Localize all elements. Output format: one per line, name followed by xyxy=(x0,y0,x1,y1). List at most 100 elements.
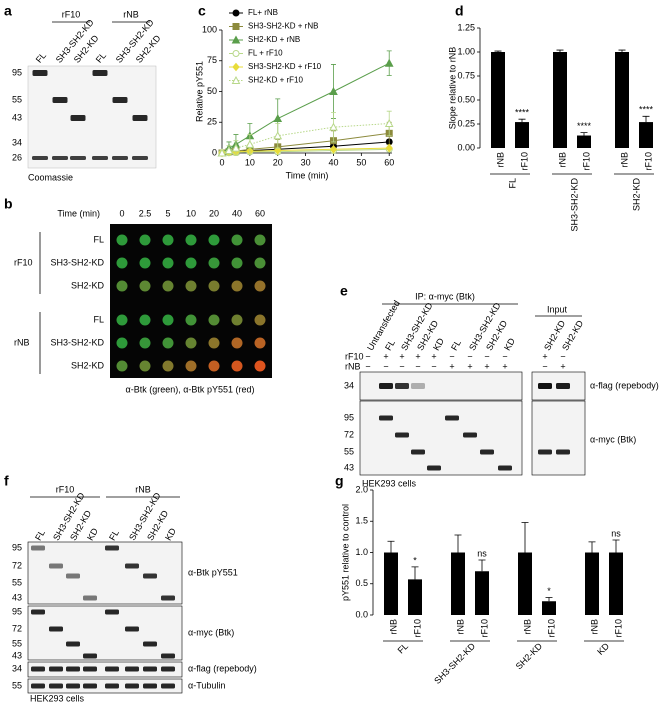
band xyxy=(463,432,477,438)
band xyxy=(66,641,80,647)
band xyxy=(49,626,63,632)
header: IP: α-myc (Btk) xyxy=(415,291,475,301)
y-tick-label: 0.25 xyxy=(457,118,475,128)
dot xyxy=(254,280,266,292)
dot xyxy=(116,280,128,292)
marker xyxy=(231,143,241,152)
y-tick-label: 0.5 xyxy=(355,578,368,588)
time-label: 40 xyxy=(232,208,242,218)
band xyxy=(556,449,570,455)
legend-marker xyxy=(232,50,240,57)
band xyxy=(498,465,512,471)
dot xyxy=(185,234,197,246)
significance: **** xyxy=(639,105,654,115)
antibody-label: α-flag (repebody) xyxy=(188,663,257,673)
marker xyxy=(384,118,394,127)
x-tick-label: 30 xyxy=(301,157,311,167)
bar xyxy=(384,552,398,615)
y-tick-label: 0 xyxy=(212,147,217,157)
band xyxy=(70,156,86,160)
legend-label: FL+ rNB xyxy=(248,8,278,17)
dot xyxy=(139,257,151,269)
dot xyxy=(162,337,174,349)
marker xyxy=(329,145,338,154)
sign: + xyxy=(383,351,388,361)
mw-label: 55 xyxy=(12,94,22,104)
bar xyxy=(639,122,653,148)
band xyxy=(66,666,80,672)
band xyxy=(31,545,45,551)
band xyxy=(556,383,570,389)
header: rNB xyxy=(135,484,151,494)
band xyxy=(105,666,119,672)
error-bar xyxy=(478,559,486,572)
x-tick-label: rNB xyxy=(522,619,532,635)
legend-label: SH3-SH2-KD + rF10 xyxy=(248,62,322,71)
significance: ns xyxy=(477,548,487,558)
band xyxy=(161,683,175,689)
mw-label: 34 xyxy=(344,380,354,390)
mw-label: 95 xyxy=(12,606,22,616)
bar xyxy=(408,579,422,615)
x-axis-title: Time (min) xyxy=(286,170,329,180)
band xyxy=(112,97,128,103)
band xyxy=(112,156,128,160)
band xyxy=(70,115,86,121)
lane-label: KD xyxy=(431,336,446,352)
caption: Coomassie xyxy=(28,172,73,182)
band xyxy=(105,609,119,615)
time-label: 60 xyxy=(255,208,265,218)
legend-marker xyxy=(232,62,240,72)
sign: + xyxy=(467,361,472,371)
band xyxy=(395,432,409,438)
mw-label: 72 xyxy=(12,560,22,570)
band xyxy=(52,97,68,103)
bar xyxy=(553,52,567,148)
band xyxy=(445,415,459,421)
band xyxy=(92,156,108,160)
group-label: FL xyxy=(396,641,411,656)
band xyxy=(105,545,119,551)
dot xyxy=(254,337,266,349)
caption: HEK293 cells xyxy=(30,693,85,703)
band xyxy=(92,70,108,76)
marker xyxy=(245,139,255,148)
band xyxy=(161,653,175,659)
lane-label: FL xyxy=(107,528,121,542)
y-tick-label: 50 xyxy=(207,86,217,96)
dot xyxy=(185,337,197,349)
dot xyxy=(208,234,220,246)
time-label: 10 xyxy=(186,208,196,218)
group-label: rNB xyxy=(14,337,30,347)
lane-label: KD xyxy=(502,336,517,352)
y-tick-label: 1.25 xyxy=(457,22,475,32)
dot xyxy=(208,360,220,372)
row-label: SH3-SH2-KD xyxy=(50,337,104,347)
mw-label: 26 xyxy=(12,152,22,162)
antibody-label: α-Tubulin xyxy=(188,680,225,690)
y-tick-label: 2.0 xyxy=(355,484,368,494)
sign: + xyxy=(560,361,565,371)
bar xyxy=(542,601,556,615)
marker xyxy=(385,143,393,153)
bar xyxy=(518,552,532,615)
x-tick-label: rNB xyxy=(589,619,599,635)
band xyxy=(480,449,494,455)
lane-label: KD xyxy=(85,526,100,542)
legend-marker xyxy=(231,35,241,44)
marker xyxy=(274,146,282,155)
significance: **** xyxy=(515,108,530,118)
mw-label: 72 xyxy=(344,429,354,439)
bar xyxy=(475,571,489,615)
dot xyxy=(116,314,128,326)
group-label: SH2-KD xyxy=(631,178,641,212)
marker xyxy=(329,122,338,131)
lane-label: FL xyxy=(449,338,463,352)
sign: + xyxy=(502,361,507,371)
dot xyxy=(231,257,243,269)
lane-label: KD xyxy=(163,526,178,542)
x-tick-label: 0 xyxy=(219,157,224,167)
error-bar xyxy=(618,49,626,52)
lane-label: FL xyxy=(94,50,108,64)
band xyxy=(49,666,63,672)
